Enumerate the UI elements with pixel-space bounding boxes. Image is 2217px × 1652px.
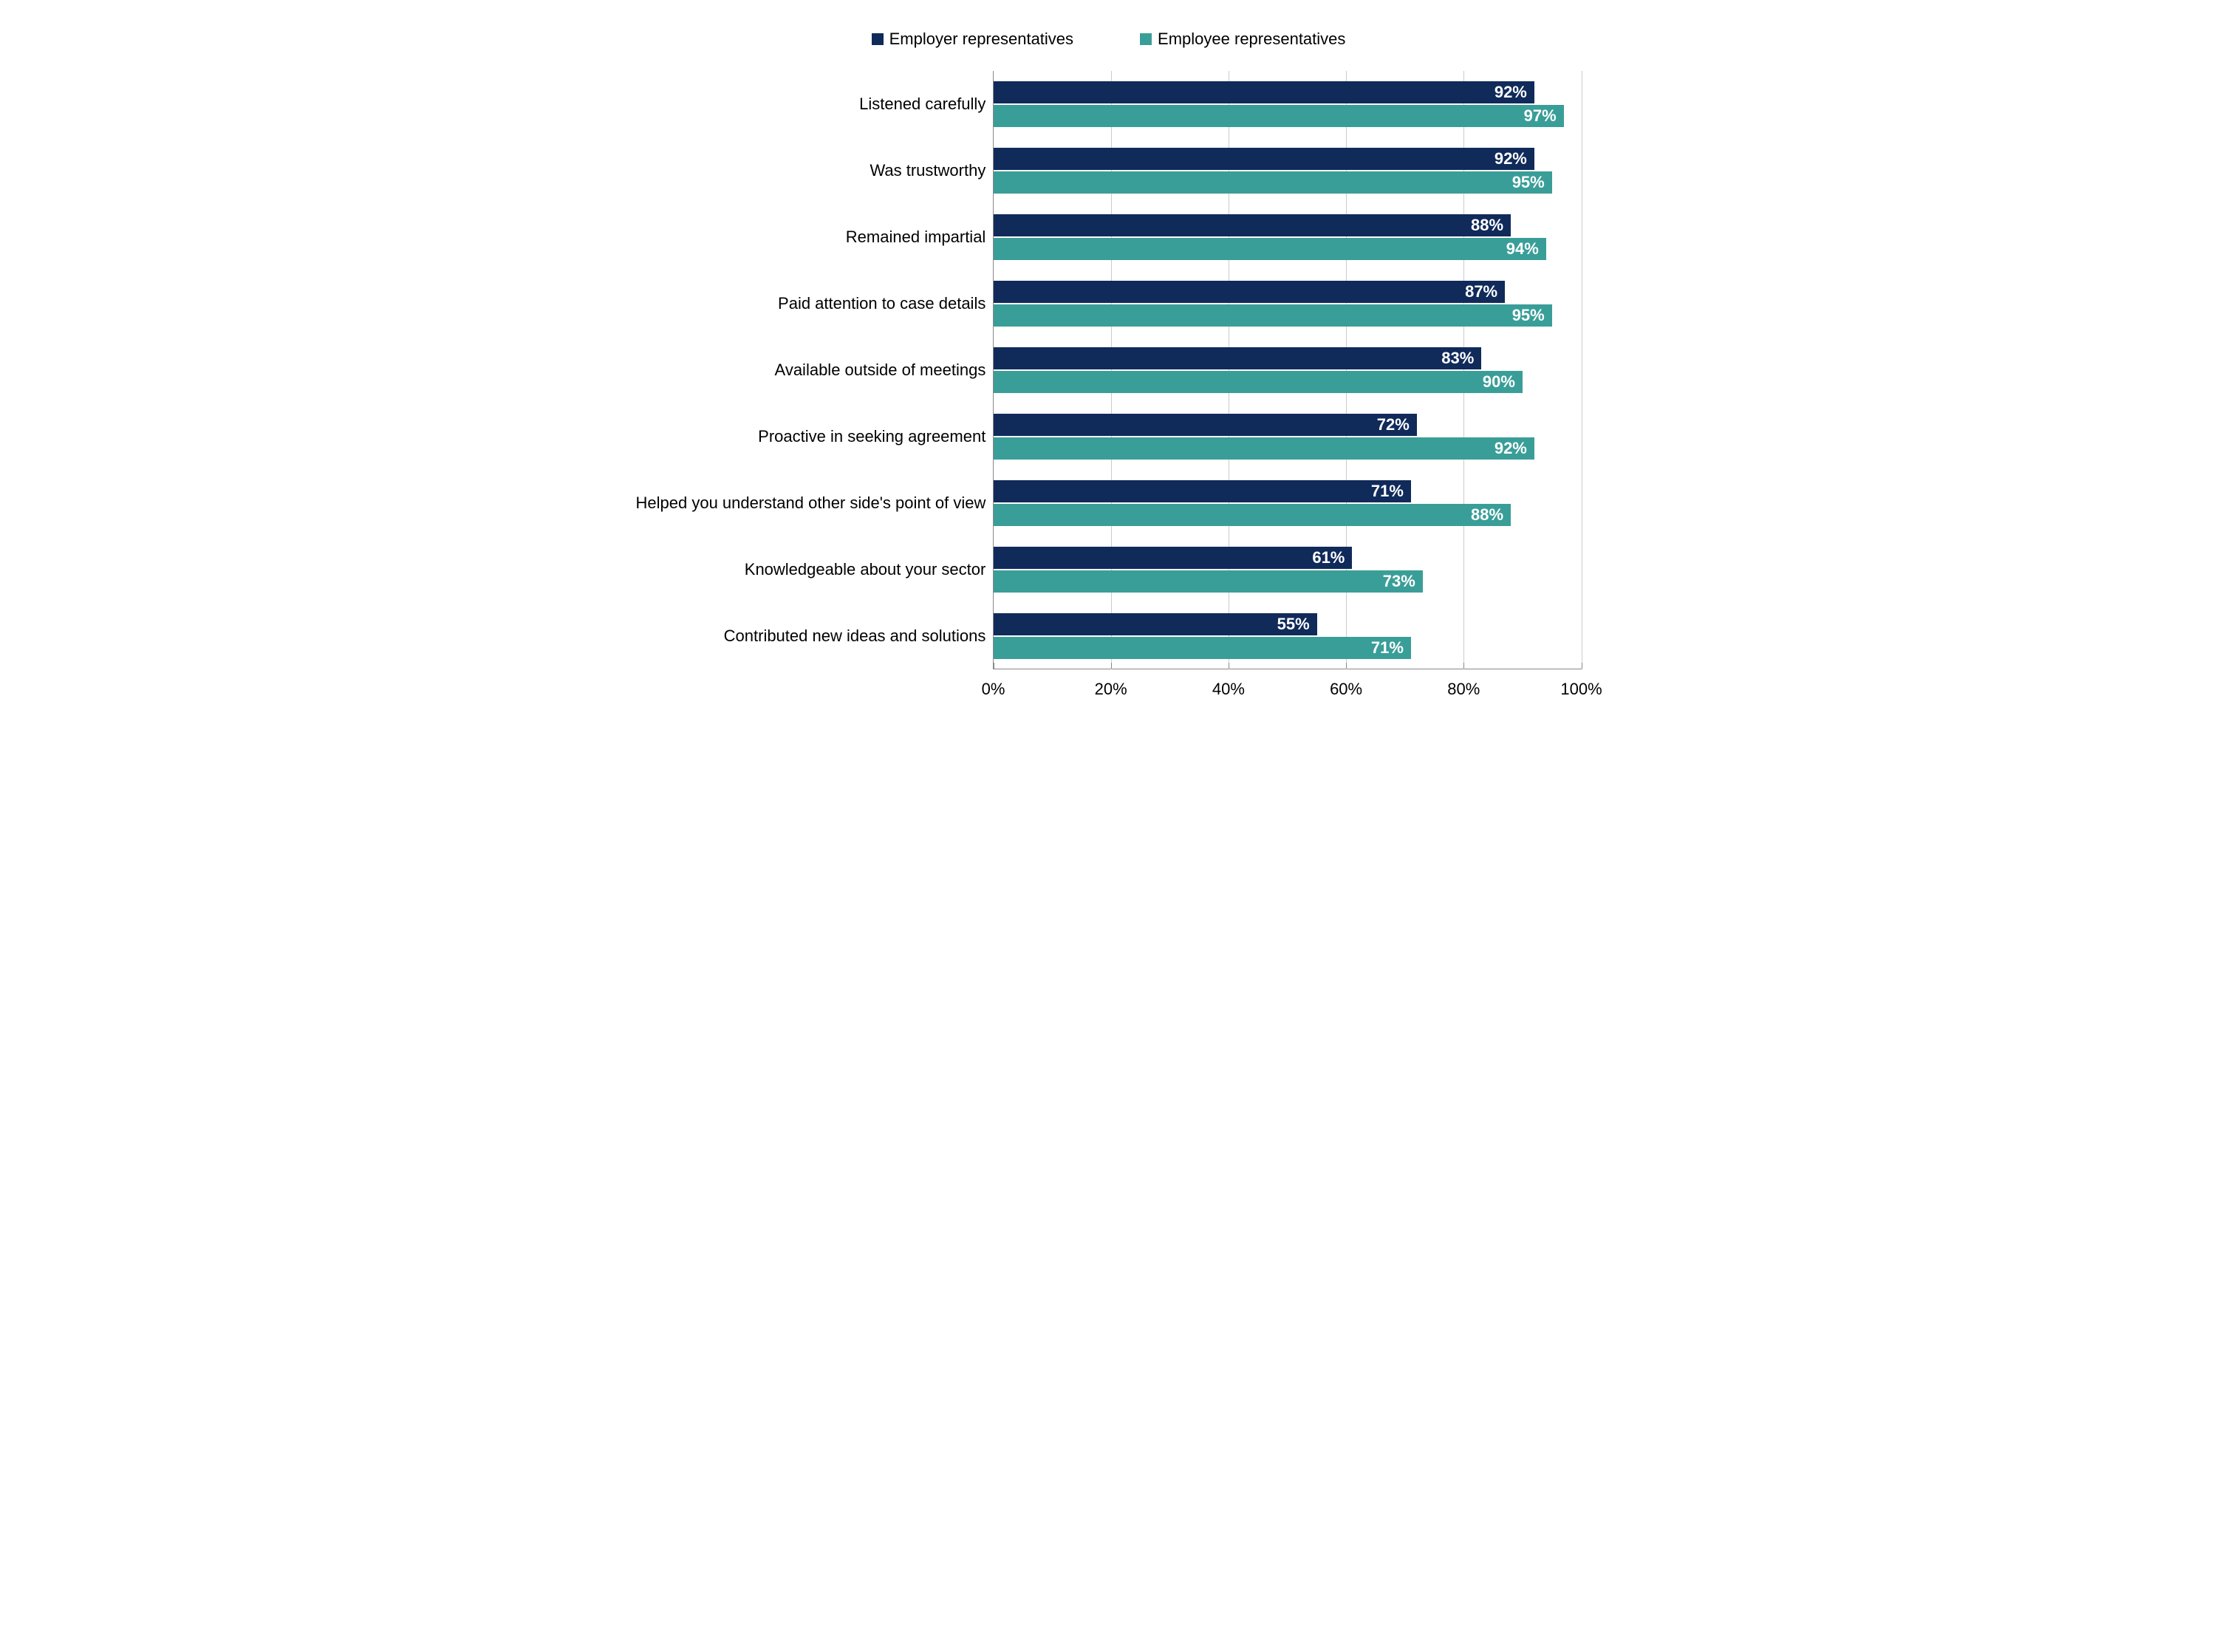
bar-value: 55% [1277, 615, 1310, 634]
tick-mark [1111, 663, 1112, 669]
bar-value: 83% [1441, 349, 1474, 368]
x-tick-label: 40% [1212, 680, 1245, 699]
x-tick-label: 100% [1560, 680, 1602, 699]
bar-value: 72% [1377, 415, 1410, 434]
bar-group: 92%97% [994, 71, 1581, 137]
bar-value: 97% [1524, 106, 1557, 126]
category-label: Listened carefully [636, 71, 986, 137]
bar-employee: 71% [994, 637, 1411, 659]
category-label: Available outside of meetings [636, 337, 986, 403]
category-label: Remained impartial [636, 204, 986, 270]
legend-item-employer: Employer representatives [872, 30, 1073, 49]
y-axis-labels: Listened carefullyWas trustworthyRemaine… [636, 71, 994, 669]
bar-value: 92% [1494, 83, 1527, 102]
bar-value: 90% [1483, 372, 1515, 392]
bar-value: 61% [1312, 548, 1345, 567]
bar-employer: 71% [994, 480, 1411, 502]
bar-group: 88%94% [994, 204, 1581, 270]
legend-swatch [872, 33, 884, 45]
bar-value: 95% [1512, 173, 1545, 192]
bars-container: 92%97%92%95%88%94%87%95%83%90%72%92%71%8… [994, 71, 1581, 669]
x-tick-label: 60% [1330, 680, 1362, 699]
x-axis: 0%20%40%60%80%100% [636, 674, 1582, 703]
x-tick-label: 0% [982, 680, 1005, 699]
bar-employer: 72% [994, 414, 1417, 436]
legend: Employer representatives Employee represe… [636, 30, 1582, 49]
bar-employer: 88% [994, 214, 1511, 236]
bar-group: 83% 90% [994, 337, 1581, 403]
bar-group: 72% 92% [994, 403, 1581, 470]
tick-mark [1463, 663, 1464, 669]
bar-group: 61% 73% [994, 536, 1581, 603]
legend-item-employee: Employee representatives [1140, 30, 1345, 49]
bar-group: 87% 95% [994, 270, 1581, 337]
bar-value: 87% [1465, 282, 1497, 301]
bar-value: 95% [1512, 306, 1545, 325]
bar-employer: 87% [994, 281, 1505, 303]
bar-chart: Employer representatives Employee represe… [636, 30, 1582, 703]
bar-group: 71% 88% [994, 470, 1581, 536]
chart-body: Listened carefullyWas trustworthyRemaine… [636, 71, 1582, 669]
bar-employer: 83% [994, 347, 1481, 369]
bar-value: 92% [1494, 439, 1527, 458]
bar-employee: 95% [994, 171, 1551, 194]
x-tick-label: 20% [1095, 680, 1127, 699]
category-label: Was trustworthy [636, 137, 986, 204]
bar-employee: 88% [994, 504, 1511, 526]
tick-mark [1346, 663, 1347, 669]
bar-employee: 90% [994, 371, 1523, 393]
category-label: Contributed new ideas and solutions [636, 603, 986, 669]
bar-group: 55% 71% [994, 603, 1581, 669]
bar-employee: 94% [994, 238, 1545, 260]
bar-value: 71% [1371, 638, 1404, 658]
bar-employer: 92% [994, 148, 1534, 170]
bar-employee: 97% [994, 105, 1563, 127]
x-axis-ticks: 0%20%40%60%80%100% [994, 674, 1582, 703]
bar-employer: 92% [994, 81, 1534, 103]
category-label: Knowledgeable about your sector [636, 536, 986, 603]
bar-value: 88% [1471, 505, 1503, 525]
legend-label: Employer representatives [889, 30, 1073, 49]
bar-employer: 55% [994, 613, 1316, 635]
bar-value: 94% [1506, 239, 1539, 259]
bar-employee: 92% [994, 437, 1534, 460]
bar-value: 73% [1383, 572, 1415, 591]
category-label: Proactive in seeking agreement [636, 403, 986, 470]
category-label: Helped you understand other side's point… [636, 470, 986, 536]
category-label: Paid attention to case details [636, 270, 986, 337]
plot-area: 92%97%92%95%88%94%87%95%83%90%72%92%71%8… [993, 71, 1581, 669]
bar-employee: 73% [994, 570, 1422, 593]
bar-group: 92%95% [994, 137, 1581, 204]
bar-value: 71% [1371, 482, 1404, 501]
bar-employer: 61% [994, 547, 1352, 569]
x-tick-label: 80% [1447, 680, 1480, 699]
bar-value: 92% [1494, 149, 1527, 168]
legend-swatch [1140, 33, 1152, 45]
bar-value: 88% [1471, 216, 1503, 235]
bar-employee: 95% [994, 304, 1551, 327]
legend-label: Employee representatives [1158, 30, 1345, 49]
